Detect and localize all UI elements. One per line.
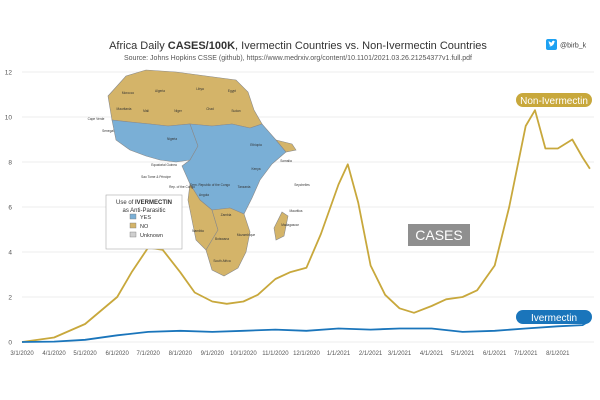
map-central-region [181, 123, 287, 215]
map-madagascar [273, 211, 289, 241]
x-tick-label: 2/1/2021 [359, 351, 383, 357]
africa-map: Morocco Algeria Libya Egypt Mali Niger Chad Sud… [88, 69, 310, 277]
series [21, 109, 591, 343]
map-legend-swatch [129, 213, 137, 220]
map-country-label: Equatorial Guinea [151, 163, 177, 167]
map-country-label: Dem. Republic of the Congo [190, 183, 230, 187]
x-tick-label: 5/1/2021 [451, 351, 475, 357]
map-legend: Use of IVERMECTIN as Anti-Parasitic YES N… [105, 194, 183, 250]
map-legend-swatch [129, 231, 137, 238]
map-south-region [205, 207, 251, 277]
map-country-label: Botswana [215, 237, 229, 241]
map-country-label: Chad [206, 107, 214, 111]
chart-subtitle: Source: Johns Hopkins CSSE (github), htt… [124, 55, 472, 62]
map-country-label: Mauritania [117, 107, 132, 111]
map-legend-item: YES [140, 215, 151, 221]
map-country-label: Egypt [228, 89, 236, 93]
series-label-non-ivermectin: Non-Ivermectin [516, 93, 592, 107]
map-country-label: Ethiopia [250, 143, 262, 147]
series-line-non-ivermectin [21, 109, 591, 343]
map-country-label: Zambia [221, 213, 232, 217]
map-country-label: Libya [196, 87, 204, 91]
series-label-non-ivermectin-text: Non-Ivermectin [520, 96, 588, 107]
x-axis-ticks: 3/1/2020 4/1/2020 5/1/2020 6/1/2020 7/1/2020… [10, 351, 570, 357]
map-country-label: South Africa [213, 259, 230, 263]
twitter-handle: @birb_k [546, 39, 587, 50]
x-tick-label: 9/1/2020 [201, 351, 225, 357]
map-north-region [107, 69, 263, 129]
map-west-region [111, 119, 199, 163]
x-tick-label: 7/1/2020 [137, 351, 161, 357]
map-country-label: Angola [199, 193, 209, 197]
map-country-label: Cape Verde [88, 117, 105, 121]
x-tick-label: 10/1/2020 [230, 351, 257, 357]
x-tick-label: 4/1/2020 [42, 351, 66, 357]
x-tick-label: 4/1/2021 [420, 351, 444, 357]
x-tick-label: 8/1/2020 [169, 351, 193, 357]
map-country-label: Mauritius [290, 209, 303, 213]
series-label-ivermectin-text: Ivermectin [531, 313, 577, 324]
y-tick-label: 8 [8, 160, 12, 167]
x-tick-label: 6/1/2020 [105, 351, 129, 357]
map-legend-item: NO [140, 224, 149, 230]
map-country-label: Morocco [122, 91, 134, 95]
map-country-label: Seychelles [294, 183, 310, 187]
map-country-label: Sao Tome & Principe [141, 175, 171, 179]
y-tick-label: 12 [5, 70, 13, 77]
map-legend-heading: Use of IVERMECTIN [116, 200, 172, 206]
map-country-label: Sudan [231, 109, 240, 113]
map-legend-item: Unknown [140, 233, 163, 239]
x-tick-label: 5/1/2020 [73, 351, 97, 357]
x-tick-label: 8/1/2021 [546, 351, 570, 357]
y-tick-label: 0 [8, 340, 12, 347]
y-tick-label: 4 [8, 250, 12, 257]
x-tick-label: 3/1/2020 [10, 351, 34, 357]
y-axis-ticks: 0 2 4 6 8 10 12 [5, 70, 13, 347]
chart-title: Africa Daily CASES/100K, Ivermectin Coun… [109, 40, 487, 52]
map-country-label: Mali [143, 109, 149, 113]
cases-annotation-text: CASES [415, 227, 462, 243]
map-east-horn [275, 139, 297, 153]
map-country-label: Algeria [155, 89, 165, 93]
y-tick-label: 6 [8, 205, 12, 212]
map-country-label: Senegal [102, 129, 114, 133]
cases-annotation: CASES [408, 224, 470, 246]
map-country-label: Madagascar [281, 223, 299, 227]
map-country-label: Namibia [192, 229, 204, 233]
y-tick-label: 10 [5, 115, 13, 122]
map-country-label: Tanzania [238, 185, 251, 189]
x-tick-label: 1/1/2021 [327, 351, 351, 357]
series-label-ivermectin: Ivermectin [516, 310, 592, 324]
map-country-label: Rep. of the Congo [169, 185, 195, 189]
map-country-label: Mozambique [237, 233, 255, 237]
series-line-ivermectin [21, 319, 591, 343]
map-country-label: Somalia [280, 159, 292, 163]
x-tick-label: 3/1/2021 [388, 351, 412, 357]
x-tick-label: 11/1/2020 [262, 351, 289, 357]
y-tick-label: 2 [8, 295, 12, 302]
map-country-label: Niger [174, 109, 183, 113]
map-legend-heading-line2: as Anti-Parasitic [122, 208, 165, 214]
twitter-handle-text: @birb_k [560, 43, 587, 50]
x-tick-label: 6/1/2021 [483, 351, 507, 357]
map-country-label: Kenya [251, 167, 260, 171]
map-legend-swatch [129, 222, 137, 229]
x-tick-label: 7/1/2021 [514, 351, 538, 357]
map-country-label: Nigeria [167, 137, 177, 141]
x-tick-label: 12/1/2020 [293, 351, 320, 357]
